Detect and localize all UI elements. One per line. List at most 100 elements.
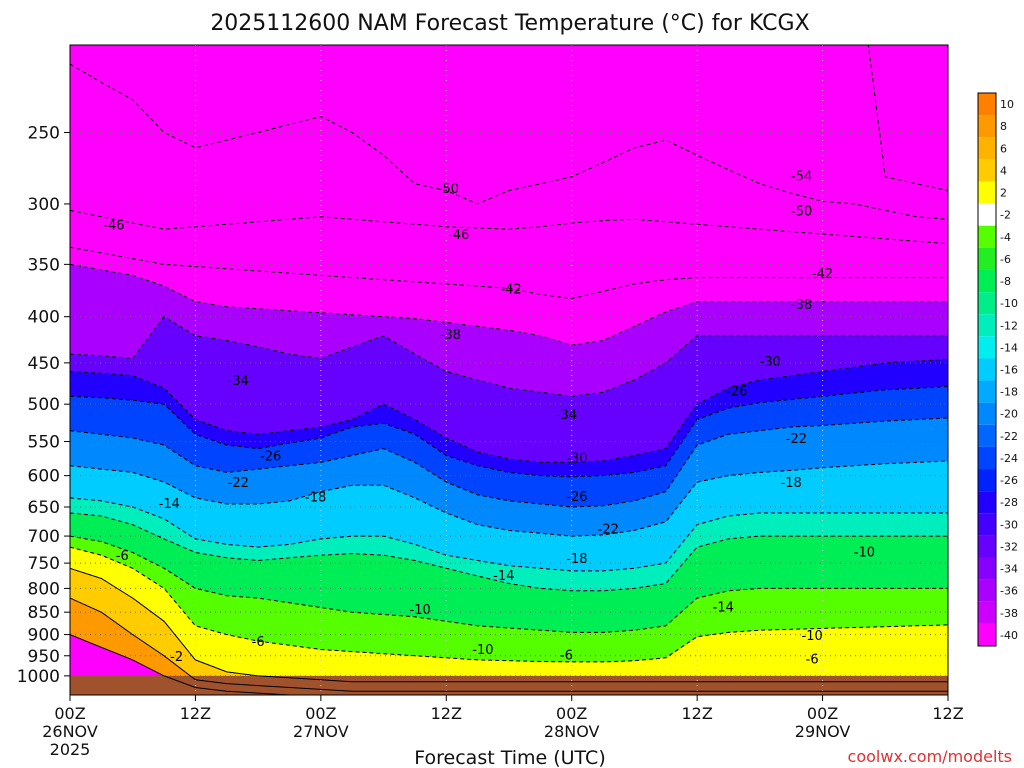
x-axis-label: Forecast Time (UTC) [414, 747, 605, 768]
colorbar-label: -24 [1000, 452, 1018, 465]
y-tick-label: 700 [28, 527, 60, 547]
chart-title: 2025112600 NAM Forecast Temperature (°C)… [210, 11, 809, 36]
isotherm-line [70, 63, 948, 220]
isotherm-line [70, 316, 948, 397]
isotherm-label: -34 [556, 408, 577, 423]
colorbar-label: -16 [1000, 364, 1018, 377]
temperature-band [70, 497, 948, 591]
colorbar-label: -8 [1000, 275, 1011, 288]
colorbar-swatch [978, 402, 996, 425]
x-tick-label: 2025 [50, 740, 91, 759]
colorbar-swatch [978, 93, 996, 116]
isotherm-label: -54 [791, 169, 812, 184]
colorbar-swatch [978, 292, 996, 315]
isotherm-label: -22 [598, 523, 619, 538]
isotherm-line [70, 246, 948, 300]
isotherm-line [70, 263, 948, 346]
colorbar-swatch [978, 469, 996, 492]
y-tick-label: 1000 [17, 667, 60, 687]
y-tick-label: 650 [28, 498, 60, 518]
colorbar-swatch [978, 557, 996, 580]
isotherm-label: -50 [791, 204, 812, 219]
isotherm-line [70, 460, 948, 537]
y-tick-label: 500 [28, 395, 60, 415]
colorbar-label: -20 [1000, 408, 1018, 421]
temperature-band [70, 547, 948, 682]
colorbar-label: 4 [1000, 164, 1007, 177]
isotherm-label: -18 [781, 476, 802, 491]
colorbar-label: 10 [1000, 98, 1014, 111]
colorbar-label: -40 [1000, 629, 1018, 642]
colorbar-label: -2 [1000, 209, 1011, 222]
temperature-band [70, 247, 948, 346]
plot-area: -46 -50 -46 -42 -38 -34 -26 -22 -14 -18 -6 -2 -6 -34 -… [70, 45, 948, 695]
y-axis: 250 300 350 400 450 500 550 600 650 700 750 800 850 9… [17, 123, 70, 687]
colorbar-swatch [978, 269, 996, 293]
colorbar-swatch [978, 336, 996, 359]
colorbar-label: 2 [1000, 187, 1007, 200]
y-tick-label: 350 [28, 255, 60, 275]
x-tick-label: 12Z [431, 704, 462, 723]
isotherm-label: -14 [713, 601, 734, 616]
isotherm-label: -14 [159, 497, 180, 512]
colorbar-label: -22 [1000, 430, 1018, 443]
x-tick-label: 00Z [305, 704, 336, 723]
colorbar-label: -36 [1000, 585, 1018, 598]
colorbar-label: -32 [1000, 540, 1018, 553]
isotherm-line [70, 567, 948, 683]
colorbar-swatch [978, 579, 996, 602]
colorbar-swatch [978, 247, 996, 270]
colorbar-swatch [978, 424, 996, 447]
colorbar-swatch [978, 513, 996, 536]
temperature-band [70, 461, 948, 571]
x-tick-label: 27NOV [293, 722, 349, 741]
x-tick-label: 12Z [681, 704, 712, 723]
isotherm-label: -34 [228, 374, 249, 389]
y-tick-label: 450 [28, 354, 60, 374]
colorbar-swatch [978, 446, 996, 470]
isotherm-label: -42 [500, 282, 521, 297]
colorbar-swatch [978, 535, 996, 558]
temperature-band [70, 264, 948, 397]
y-tick-label: 550 [28, 433, 60, 453]
x-tick-label: 12Z [932, 704, 963, 723]
colorbar-label: -26 [1000, 474, 1018, 487]
x-tick-label: 29NOV [795, 722, 851, 741]
isotherm-lines [70, 45, 948, 695]
colorbar-swatch [978, 115, 996, 138]
colorbar-label: -30 [1000, 518, 1018, 531]
isotherm-label: -2 [170, 650, 183, 665]
x-tick-label: 12Z [180, 704, 211, 723]
colorbar-swatch [978, 623, 996, 646]
isotherm-label: -10 [472, 643, 493, 658]
colorbar-label: -6 [1000, 253, 1011, 266]
isotherm-label: -22 [786, 432, 807, 447]
credit-text: coolwx.com/modelts [848, 747, 1012, 766]
ground-fill [70, 675, 948, 695]
isotherm-line [70, 358, 948, 463]
temperature-band [70, 386, 948, 507]
colorbar-swatch [978, 203, 996, 226]
colorbar-swatch [978, 314, 996, 337]
isotherm-label: -10 [802, 629, 823, 644]
colorbar-label: -12 [1000, 319, 1018, 332]
isotherm-label: -26 [260, 450, 281, 465]
isotherm-label: -38 [791, 298, 812, 313]
isotherm-line [70, 497, 948, 572]
isotherm-label: -14 [493, 569, 514, 584]
isotherm-label: -6 [252, 635, 265, 650]
colorbar: 10 8 6 4 2 -2 -4 -6 -8 -10 -12 -14 -16 -18 -20 -22 -24 -2… [977, 92, 1018, 647]
colorbar-label: -18 [1000, 386, 1018, 399]
temperature-band [70, 359, 948, 477]
isotherm-label: -6 [560, 649, 573, 664]
y-tick-label: 900 [28, 626, 60, 646]
temperature-band [70, 64, 948, 244]
colorbar-swatch [978, 181, 996, 204]
colorbar-label: -28 [1000, 496, 1018, 509]
x-tick-label: 00Z [54, 704, 85, 723]
isotherm-line [70, 209, 948, 245]
colorbar-frame [977, 92, 997, 647]
isotherm-label: -30 [566, 452, 587, 467]
